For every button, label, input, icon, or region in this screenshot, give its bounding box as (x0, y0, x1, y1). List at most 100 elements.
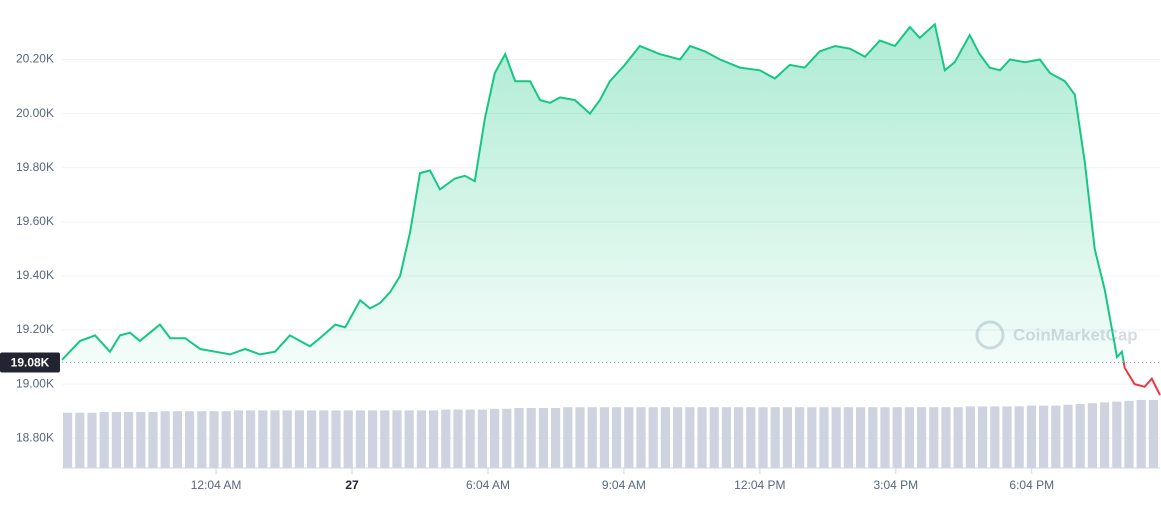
volume-bar (392, 410, 402, 468)
volume-bar (465, 409, 475, 468)
volume-bar (795, 407, 805, 468)
volume-bar (1002, 406, 1012, 468)
y-tick-label: 19.40K (16, 268, 54, 282)
volume-bar (612, 407, 622, 468)
volume-bar (843, 407, 853, 468)
x-tick-label: 6:04 PM (1009, 478, 1054, 492)
volume-bar (197, 411, 207, 468)
volume-bar (1100, 402, 1110, 468)
volume-bar (831, 407, 841, 468)
volume-bar (575, 407, 585, 468)
volume-bars (63, 400, 1158, 468)
volume-bar (856, 407, 866, 468)
volume-bar (87, 412, 97, 468)
volume-bar (221, 411, 231, 468)
volume-bar (551, 408, 561, 468)
volume-bar (416, 410, 426, 468)
volume-bar (978, 406, 988, 468)
volume-bar (538, 408, 548, 468)
volume-bar (904, 407, 914, 468)
volume-bar (1087, 403, 1097, 468)
axes: 18.80K 19.00K 19.20K 19.40K 19.60K 19.80K 20.0… (0, 52, 1160, 492)
volume-bar (63, 412, 73, 468)
volume-bar (721, 407, 731, 468)
volume-bar (331, 410, 341, 468)
volume-bar (1026, 405, 1036, 468)
volume-bar (185, 411, 195, 468)
volume-bar (319, 410, 329, 468)
volume-bar (1014, 406, 1024, 468)
x-tick-label: 12:04 PM (734, 478, 785, 492)
y-tick-label: 19.00K (16, 376, 54, 390)
price-area (62, 24, 1160, 363)
volume-bar (892, 407, 902, 468)
x-tick-label: 6:04 AM (466, 478, 510, 492)
y-tick-label: 19.20K (16, 322, 54, 336)
y-tick-label: 20.20K (16, 52, 54, 66)
volume-bar (587, 407, 597, 468)
volume-bar (941, 407, 951, 468)
volume-bar (404, 410, 414, 468)
volume-bar (880, 407, 890, 468)
reference-label-box (0, 352, 60, 373)
volume-bar (514, 408, 524, 468)
volume-bar (124, 412, 134, 468)
volume-bar (660, 407, 670, 468)
volume-bar (441, 409, 451, 468)
plot (61, 22, 1161, 396)
volume-bar (1039, 405, 1049, 468)
volume-bar (990, 406, 1000, 468)
volume-bar (953, 407, 963, 468)
volume-bar (233, 410, 243, 468)
volume-bar (270, 410, 280, 468)
volume-bar (1124, 400, 1134, 468)
volume-bar (282, 410, 292, 468)
volume-bar (782, 407, 792, 468)
volume-bar (172, 411, 182, 468)
volume-bar (490, 408, 500, 468)
y-tick-label: 18.80K (16, 430, 54, 444)
y-tick-label: 20.00K (16, 106, 54, 120)
volume-bar (770, 407, 780, 468)
volume-bar (917, 407, 927, 468)
volume-bar (673, 407, 683, 468)
x-tick-label: 3:04 PM (873, 478, 918, 492)
volume-bar (807, 407, 817, 468)
volume-bar (429, 410, 439, 468)
volume-bar (563, 407, 573, 468)
volume-bar (1112, 401, 1122, 468)
volume-bar (380, 410, 390, 468)
x-tick-label: 27 (345, 478, 359, 492)
reference-label: 19.08K (11, 356, 50, 370)
volume-bar (355, 410, 365, 468)
volume-bar (258, 410, 268, 468)
volume-bar (246, 410, 256, 468)
y-tick-label: 19.80K (16, 160, 54, 174)
y-tick-label: 19.60K (16, 214, 54, 228)
price-line (61, 22, 1125, 363)
volume-bar (746, 407, 756, 468)
volume-bar (148, 412, 158, 468)
volume-bar (624, 407, 634, 468)
x-tick-label: 9:04 AM (602, 478, 646, 492)
volume-bar (599, 407, 609, 468)
volume-bar (209, 411, 219, 468)
volume-bar (160, 411, 170, 468)
volume-bar (758, 407, 768, 468)
volume-bar (868, 407, 878, 468)
volume-bar (1075, 404, 1085, 468)
volume-bar (307, 410, 317, 468)
volume-bar (526, 408, 536, 468)
volume-bar (636, 407, 646, 468)
volume-bar (648, 407, 658, 468)
volume-bar (1051, 405, 1061, 468)
volume-bar (502, 408, 512, 468)
volume-bar (453, 409, 463, 468)
x-tick-label: 12:04 AM (191, 478, 242, 492)
volume-bar (965, 406, 975, 468)
volume-bar (709, 407, 719, 468)
volume-bar (111, 412, 121, 468)
volume-bar (477, 409, 487, 468)
volume-bar (75, 412, 85, 468)
